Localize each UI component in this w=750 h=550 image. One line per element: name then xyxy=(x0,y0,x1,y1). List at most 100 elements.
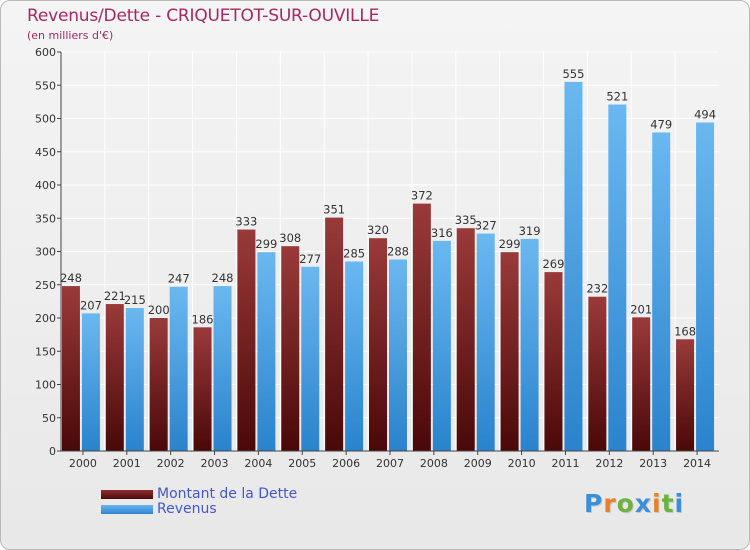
bar-debt xyxy=(325,217,344,451)
data-label-debt: 320 xyxy=(367,223,389,237)
data-label-revenue: 494 xyxy=(694,107,716,121)
y-tick-label: 400 xyxy=(35,179,56,192)
bar-revenue xyxy=(169,286,188,451)
bar-revenue xyxy=(213,286,232,451)
data-label-debt: 351 xyxy=(323,203,345,217)
data-label-debt: 269 xyxy=(542,257,564,271)
y-tick-label: 600 xyxy=(35,46,56,59)
bar-debt xyxy=(369,238,387,451)
bar-debt xyxy=(500,252,519,451)
data-label-revenue: 248 xyxy=(212,271,234,285)
bar-revenue xyxy=(564,81,583,452)
logo-letter: r xyxy=(603,489,617,518)
legend-swatch-revenue xyxy=(101,505,153,514)
x-tick-label: 2001 xyxy=(113,457,141,470)
data-label-revenue: 277 xyxy=(299,252,321,266)
data-label-debt: 308 xyxy=(279,231,301,245)
x-tick-label: 2012 xyxy=(595,457,623,470)
data-label-revenue: 555 xyxy=(562,67,584,81)
logo-letter: i xyxy=(674,489,685,518)
x-tick-label: 2007 xyxy=(376,457,404,470)
y-tick-label: 550 xyxy=(35,79,56,92)
bar-revenue xyxy=(257,252,276,451)
bar-debt xyxy=(149,318,168,451)
data-label-debt: 299 xyxy=(499,237,521,251)
bar-debt xyxy=(193,327,212,451)
y-tick-label: 150 xyxy=(35,345,56,358)
bar-revenue xyxy=(432,240,451,451)
bar-debt xyxy=(237,229,256,451)
y-tick-label: 450 xyxy=(35,146,56,159)
data-label-debt: 168 xyxy=(674,324,696,338)
x-tick-label: 2004 xyxy=(244,457,272,470)
data-label-revenue: 299 xyxy=(255,237,277,251)
bar-revenue xyxy=(608,104,627,451)
x-tick-label: 2010 xyxy=(508,457,536,470)
chart-title: Revenus/Dette - CRIQUETOT-SUR-OUVILLE xyxy=(27,6,380,26)
data-label-revenue: 207 xyxy=(80,298,102,312)
bar-revenue xyxy=(520,238,539,451)
logo-letter: P xyxy=(584,489,604,518)
bar-debt xyxy=(412,203,431,451)
bar-debt xyxy=(632,317,651,451)
data-label-debt: 221 xyxy=(104,289,126,303)
y-tick-label: 50 xyxy=(42,412,56,425)
data-label-revenue: 288 xyxy=(387,244,409,258)
data-label-revenue: 521 xyxy=(606,90,628,104)
bars xyxy=(61,81,715,452)
bar-revenue xyxy=(301,266,320,451)
x-tick-label: 2003 xyxy=(201,457,229,470)
legend-label-debt: Montant de la Dette xyxy=(157,486,298,502)
x-tick-label: 2005 xyxy=(288,457,316,470)
bar-debt xyxy=(456,228,475,451)
x-tick-label: 2009 xyxy=(464,457,492,470)
data-label-revenue: 319 xyxy=(519,224,541,238)
chart-subtitle: (en milliers d'€) xyxy=(27,29,114,42)
data-label-debt: 248 xyxy=(60,271,82,285)
bar-revenue xyxy=(652,132,671,451)
data-label-revenue: 327 xyxy=(475,219,497,233)
data-label-debt: 201 xyxy=(630,302,652,316)
logo-letter: t xyxy=(661,489,675,518)
y-tick-label: 0 xyxy=(49,445,56,458)
x-tick-label: 2000 xyxy=(69,457,97,470)
y-tick-label: 200 xyxy=(35,312,56,325)
x-tick-label: 2014 xyxy=(683,457,711,470)
x-tick-label: 2008 xyxy=(420,457,448,470)
logo-letter: i xyxy=(652,489,662,518)
x-tick-label: 2011 xyxy=(551,457,579,470)
bar-debt xyxy=(105,304,124,451)
bar-debt xyxy=(281,246,300,451)
legend-swatch-debt xyxy=(101,490,153,499)
x-tick-label: 2002 xyxy=(157,457,185,470)
data-label-revenue: 479 xyxy=(650,117,672,131)
legend-label-revenue: Revenus xyxy=(157,501,217,517)
data-label-debt: 372 xyxy=(411,189,433,203)
y-tick-label: 350 xyxy=(35,212,56,225)
logo-letter: x xyxy=(634,489,652,518)
data-label-debt: 200 xyxy=(148,303,170,317)
bar-revenue xyxy=(696,122,715,452)
data-label-revenue: 285 xyxy=(343,246,365,260)
data-label-debt: 335 xyxy=(455,213,477,227)
bar-revenue xyxy=(389,259,407,451)
bar-revenue xyxy=(81,313,100,451)
data-label-debt: 232 xyxy=(586,282,608,296)
y-tick-label: 300 xyxy=(35,246,56,259)
y-tick-label: 100 xyxy=(35,379,56,392)
bar-revenue xyxy=(125,308,144,451)
proxiti-logo: Proxiti xyxy=(584,489,684,518)
bar-debt xyxy=(544,272,563,451)
data-label-revenue: 247 xyxy=(168,272,190,286)
logo-letter: o xyxy=(616,489,635,518)
data-label-revenue: 215 xyxy=(124,293,146,307)
axes: 0 50 100 150 200 250 300 350 400 450 500 550 600 2000… xyxy=(35,46,719,470)
x-tick-label: 2006 xyxy=(332,457,360,470)
data-label-debt: 333 xyxy=(235,215,257,229)
y-tick-label: 250 xyxy=(35,279,56,292)
bar-revenue xyxy=(476,233,495,451)
data-label-debt: 186 xyxy=(192,312,214,326)
